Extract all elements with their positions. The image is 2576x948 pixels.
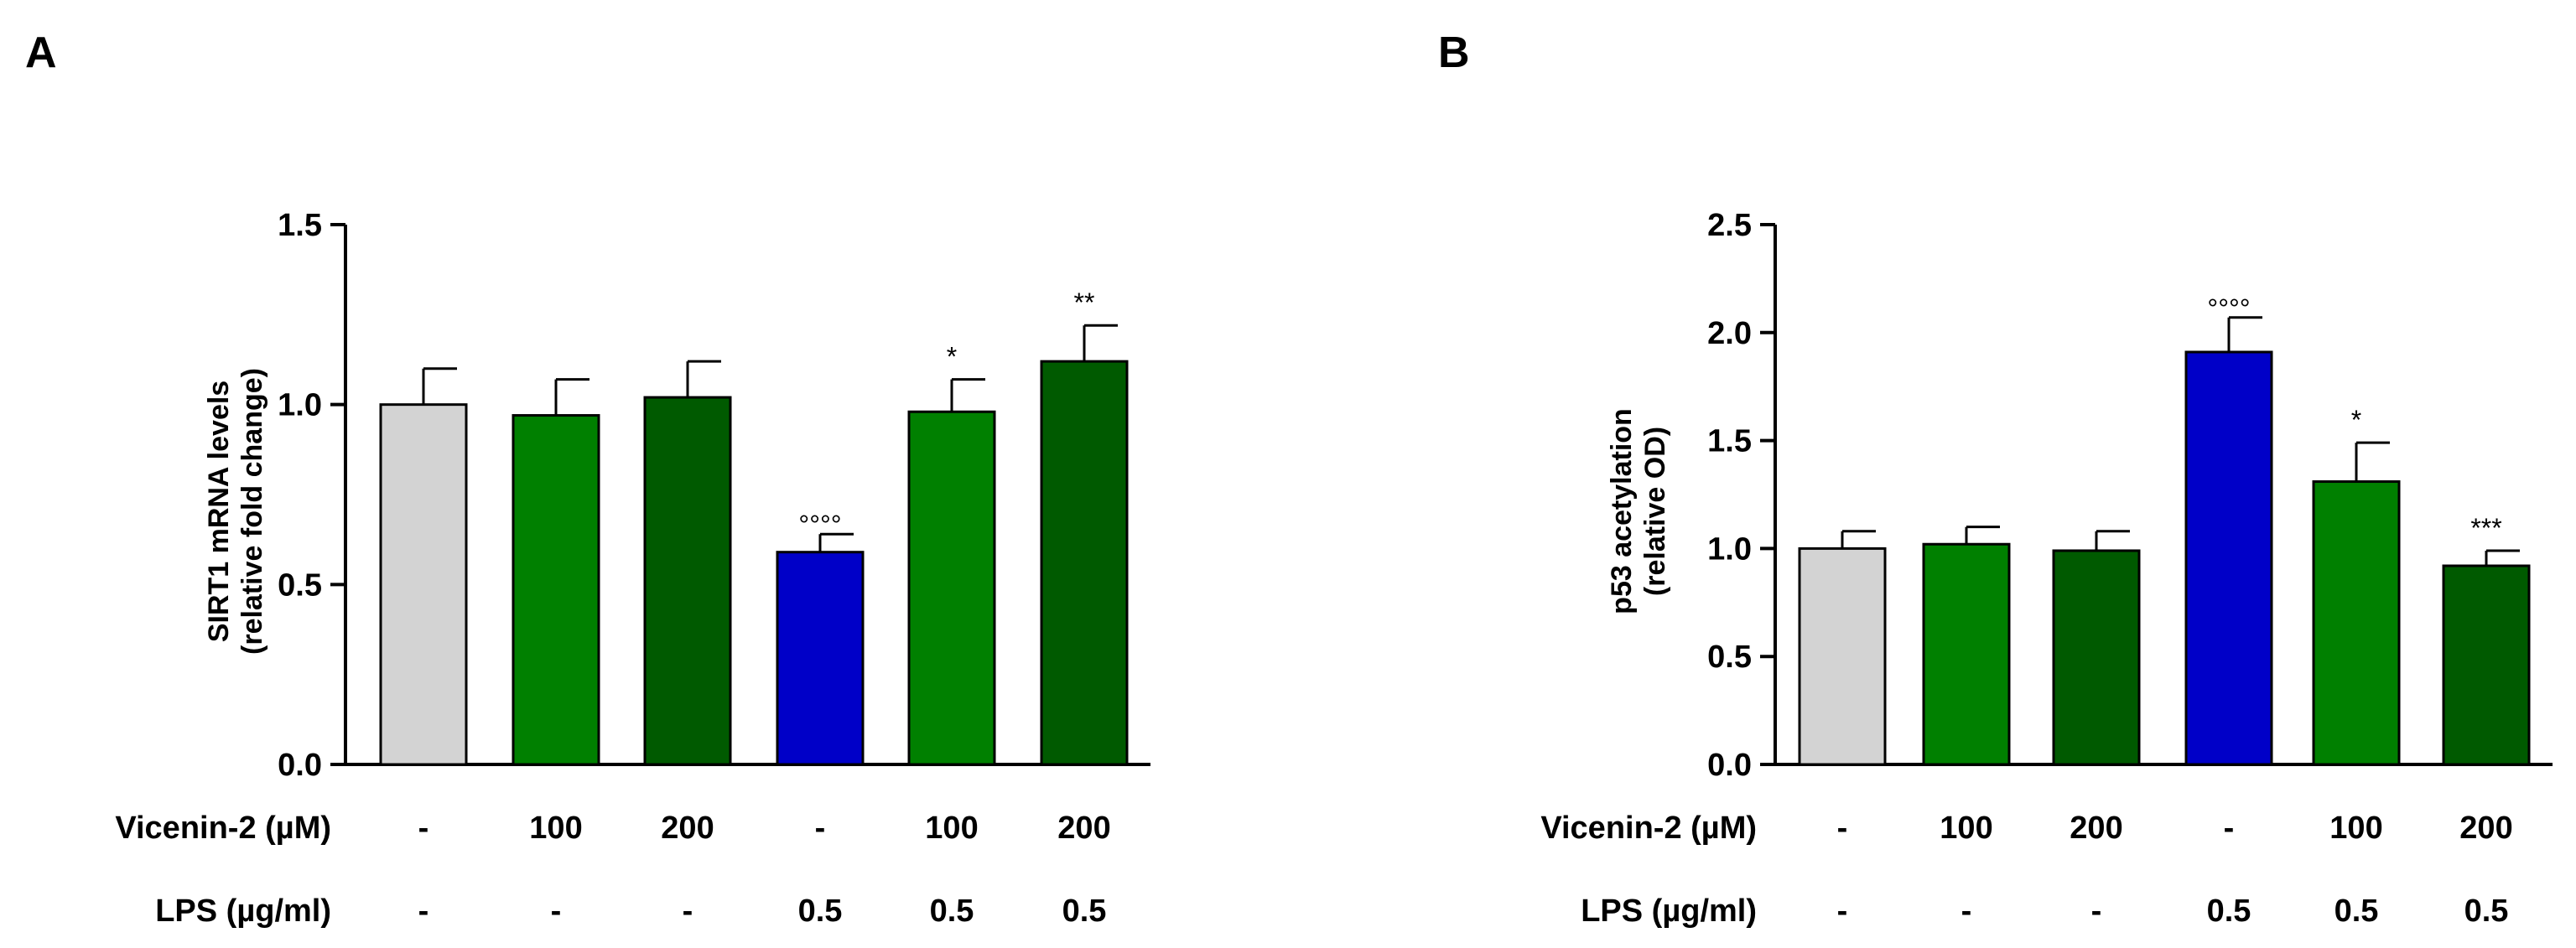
y-axis-label-line: p53 acetylation — [1606, 408, 1638, 614]
lps-value: 0.5 — [2334, 894, 2379, 929]
y-axis-label: SIRT1 mRNA levels(relative fold change) — [203, 368, 268, 655]
bar — [1798, 547, 1887, 766]
panel-letter: A — [25, 28, 57, 77]
vicenin-value: 100 — [529, 811, 582, 846]
bar — [1040, 360, 1129, 766]
row-label-lps: LPS (µg/ml) — [1581, 894, 1757, 929]
bar — [776, 551, 865, 766]
y-tick-label: 0.0 — [1707, 748, 1752, 783]
lps-value: - — [551, 894, 562, 929]
significance-label: °°°° — [2207, 293, 2250, 324]
y-axis-label-line: (relative OD) — [1639, 427, 1671, 596]
vicenin-value: - — [418, 811, 429, 846]
bar — [1922, 542, 2011, 766]
significance-label: *** — [2470, 513, 2501, 543]
y-tick-label: 1.0 — [278, 388, 322, 423]
vicenin-value: 100 — [1940, 811, 1992, 846]
significance-label: °°°° — [798, 510, 841, 540]
vicenin-value: - — [1837, 811, 1848, 846]
vicenin-value: 200 — [1057, 811, 1110, 846]
y-tick-label: 0.5 — [1707, 640, 1752, 675]
y-tick-label: 2.5 — [1707, 208, 1752, 243]
y-axis-label-line: (relative fold change) — [236, 368, 268, 655]
y-tick-label: 2.0 — [1707, 316, 1752, 351]
bar — [643, 396, 732, 766]
bar — [2442, 564, 2531, 766]
bar — [907, 410, 996, 766]
row-label-lps: LPS (µg/ml) — [155, 894, 331, 929]
lps-value: 0.5 — [2207, 894, 2251, 929]
y-tick-label: 1.5 — [278, 208, 322, 243]
y-axis-label-line: SIRT1 mRNA levels — [203, 381, 235, 642]
lps-value: 0.5 — [798, 894, 843, 929]
significance-label: ** — [1074, 288, 1095, 318]
chart-panel-b: B 0.0 0.5 1.0 1.5 2.0 2.5 p53 acetylation(relat… — [1438, 28, 2553, 929]
vicenin-value: 200 — [661, 811, 714, 846]
lps-value: 0.5 — [1062, 894, 1107, 929]
vicenin-value: - — [2224, 811, 2235, 846]
chart-panel-a: A 0.0 0.5 1.0 1.5 SIRT1 mRNA levels(relative … — [25, 28, 1150, 929]
bar — [512, 414, 600, 766]
lps-value: - — [1961, 894, 1972, 929]
lps-value: - — [2091, 894, 2102, 929]
vicenin-value: - — [815, 811, 826, 846]
vicenin-value: 200 — [2070, 811, 2122, 846]
y-tick-label: 0.5 — [278, 567, 322, 603]
lps-value: - — [1837, 894, 1848, 929]
y-tick-label: 0.0 — [278, 748, 322, 783]
bar — [2052, 549, 2141, 766]
bar — [2184, 350, 2273, 766]
lps-value: 0.5 — [2464, 894, 2509, 929]
bar — [379, 403, 468, 766]
lps-value: 0.5 — [930, 894, 974, 929]
lps-value: - — [418, 894, 429, 929]
y-tick-label: 1.0 — [1707, 531, 1752, 567]
row-label-vicenin: Vicenin-2 (µM) — [115, 811, 331, 846]
bar — [2312, 480, 2401, 766]
y-axis-label: p53 acetylation(relative OD) — [1606, 408, 1671, 614]
row-label-vicenin: Vicenin-2 (µM) — [1540, 811, 1757, 846]
significance-label: * — [947, 342, 957, 372]
vicenin-value: 200 — [2459, 811, 2512, 846]
significance-label: * — [2351, 405, 2361, 435]
lps-value: - — [683, 894, 693, 929]
y-tick-label: 1.5 — [1707, 424, 1752, 459]
vicenin-value: 100 — [2329, 811, 2382, 846]
vicenin-value: 100 — [925, 811, 978, 846]
panel-letter: B — [1438, 28, 1470, 77]
